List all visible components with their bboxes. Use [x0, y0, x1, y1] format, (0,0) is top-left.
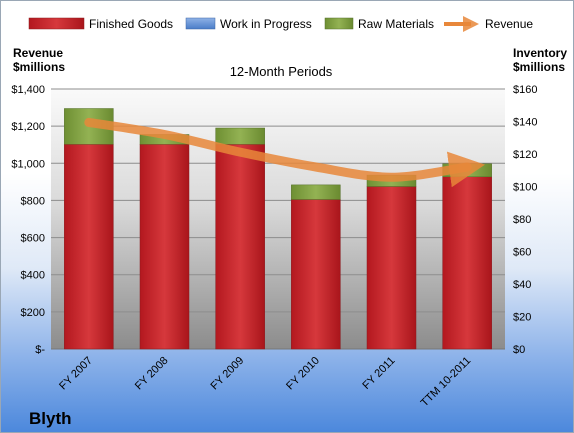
chart-title: 12-Month Periods [230, 64, 333, 79]
left-tick-label: $1,000 [11, 158, 45, 170]
bar-finished-goods [442, 176, 492, 350]
right-tick-label: $100 [513, 182, 537, 194]
bars [64, 108, 492, 350]
category-label: FY 2010 [284, 355, 322, 393]
revenue-line-path [84, 117, 486, 188]
left-axis-title-line2: $millions [13, 60, 65, 74]
category-label: FY 2011 [360, 355, 397, 392]
bar-finished-goods [291, 199, 341, 350]
legend-label-raw-materials: Raw Materials [358, 17, 434, 31]
legend: Finished Goods Work in Progress Raw Mate… [28, 16, 533, 32]
left-tick-label: $1,200 [11, 121, 45, 133]
category-label: FY 2009 [209, 355, 247, 393]
left-axis-ticks: $- $200 $400 $600 $800 $1,000 $1,200 $1,400 [11, 84, 45, 356]
right-tick-label: $20 [513, 312, 531, 324]
left-tick-label: $200 [21, 307, 45, 319]
bar-finished-goods [366, 186, 417, 350]
right-axis-title-line1: Inventory [513, 46, 567, 60]
legend-swatch-raw-materials [324, 17, 354, 30]
legend-label-finished-goods: Finished Goods [89, 17, 173, 31]
legend-label-work-in-progress: Work in Progress [220, 17, 312, 31]
right-axis-title-line2: $millions [513, 60, 565, 74]
left-tick-label: $1,400 [11, 84, 45, 96]
category-label: FY 2008 [133, 355, 171, 393]
right-tick-label: $140 [513, 117, 537, 129]
bar-finished-goods [64, 144, 114, 350]
bar-finished-goods [215, 144, 265, 350]
right-tick-label: $160 [513, 84, 537, 96]
left-tick-label: $600 [21, 233, 45, 245]
company-name: Blyth [29, 409, 72, 428]
legend-swatch-work-in-progress [185, 17, 216, 30]
bar-raw-materials [291, 184, 341, 200]
right-tick-label: $40 [513, 279, 531, 291]
legend-swatch-finished-goods [28, 17, 85, 30]
left-axis-title-line1: Revenue [13, 46, 63, 60]
right-tick-label: $120 [513, 149, 537, 161]
right-axis-ticks: $0 $20 $40 $60 $80 $100 $120 $140 $160 [513, 84, 537, 356]
bar-raw-materials [215, 127, 265, 145]
revenue-line [84, 117, 486, 188]
left-tick-label: $- [35, 344, 45, 356]
bar-finished-goods [139, 144, 190, 350]
legend-label-revenue: Revenue [485, 17, 533, 31]
category-labels: FY 2007 FY 2008 FY 2009 FY 2010 FY 2011 TTM 1… [57, 355, 473, 410]
left-tick-label: $800 [21, 195, 45, 207]
right-tick-label: $0 [513, 344, 525, 356]
category-label: FY 2007 [57, 355, 95, 393]
category-label: TTM 10-2011 [419, 355, 474, 410]
right-tick-label: $80 [513, 214, 531, 226]
right-tick-label: $60 [513, 247, 531, 259]
left-tick-label: $400 [21, 270, 45, 282]
